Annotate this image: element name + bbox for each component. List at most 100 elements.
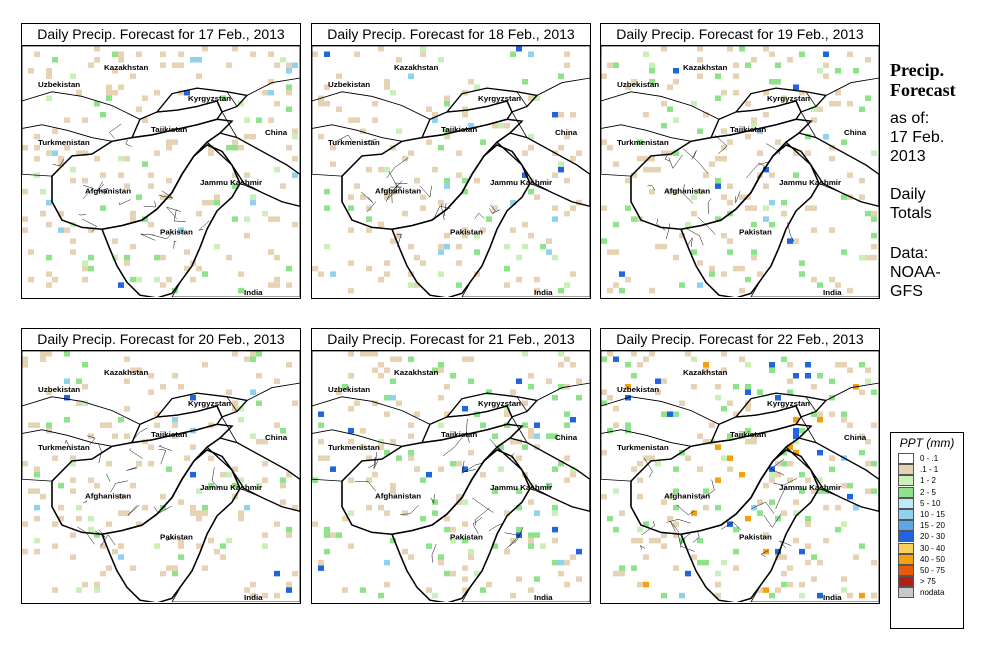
precip-cell	[256, 482, 262, 489]
precip-cell	[534, 276, 540, 283]
precip-cell	[685, 570, 691, 577]
precip-cell	[793, 84, 799, 90]
precip-cell	[232, 216, 238, 222]
precip-cell	[751, 249, 757, 255]
country-boundaries	[22, 351, 300, 602]
precip-cell	[286, 67, 292, 74]
precip-cell	[214, 243, 220, 250]
precip-cell	[396, 232, 402, 239]
precip-cell	[739, 471, 745, 478]
precip-cell	[190, 504, 196, 511]
precip-cell	[564, 210, 570, 217]
precip-cell	[384, 271, 390, 277]
precip-cell	[757, 499, 763, 505]
precip-cell	[444, 515, 450, 522]
province-line	[368, 452, 378, 469]
precip-cell	[817, 416, 823, 423]
legend-swatch	[898, 475, 914, 487]
precip-cell	[348, 405, 354, 412]
precip-cell	[208, 482, 214, 489]
province-line	[442, 433, 466, 457]
precip-cell	[811, 576, 817, 582]
province-line	[773, 478, 798, 486]
precip-cell	[444, 95, 450, 101]
boundary-8	[390, 144, 531, 297]
precip-cell	[280, 499, 286, 505]
precip-cell	[372, 100, 378, 107]
precip-cell	[727, 400, 733, 406]
precip-cell	[637, 139, 643, 145]
precip-cell	[727, 249, 733, 255]
precip-cell	[420, 194, 426, 200]
precip-cell	[154, 89, 160, 96]
precip-cell	[100, 543, 106, 549]
province-line	[665, 223, 670, 240]
province-line	[664, 154, 671, 162]
precip-cell	[46, 422, 52, 428]
precip-cell	[823, 51, 829, 57]
precip-cell	[286, 62, 292, 68]
precip-cell	[438, 243, 444, 250]
precip-cell	[426, 587, 432, 593]
precip-cell	[82, 260, 88, 266]
precip-cell	[667, 84, 673, 90]
precip-cell	[691, 210, 697, 217]
precip-cell	[847, 287, 853, 294]
precip-cell	[172, 416, 178, 423]
precip-cell	[70, 488, 76, 494]
precip-cell	[202, 361, 208, 368]
map-label-jammu_kashmir: Jammu Kashmir	[779, 484, 841, 493]
precip-cell	[40, 188, 46, 195]
precip-cell	[697, 128, 703, 134]
precip-cell	[390, 537, 396, 544]
map-label-uzbekistan: Uzbekistan	[328, 81, 370, 90]
precip-cell	[859, 389, 865, 395]
precip-cell	[444, 570, 450, 577]
precip-cell	[631, 372, 637, 379]
precip-cell	[841, 521, 847, 527]
panel-title: Daily Precip. Forecast for 21 Feb., 2013	[312, 329, 590, 351]
precip-cell	[124, 405, 130, 412]
precip-cell	[160, 570, 166, 577]
province-line	[735, 191, 741, 203]
precip-cell	[805, 515, 811, 522]
precip-cell	[703, 559, 709, 566]
precip-cell	[528, 499, 534, 505]
precip-cell	[384, 394, 390, 401]
precip-cell	[871, 559, 877, 566]
precip-cell	[853, 554, 859, 560]
precip-cell	[28, 276, 34, 283]
precip-cell	[244, 216, 250, 222]
precip-cell	[649, 188, 655, 195]
precip-cell	[46, 73, 52, 79]
precip-cell	[715, 177, 721, 184]
precip-cell	[697, 260, 703, 266]
province-line	[506, 526, 524, 549]
precip-cell	[769, 477, 775, 483]
precip-cell	[106, 422, 112, 428]
precip-cell	[372, 117, 378, 123]
precip-cell	[324, 205, 330, 211]
precip-cell	[474, 177, 480, 184]
legend-swatch	[898, 542, 914, 554]
precip-cell	[691, 249, 697, 255]
precip-cell	[510, 389, 516, 395]
province-line	[691, 150, 697, 160]
precip-cell	[348, 260, 354, 266]
precip-cell	[214, 548, 220, 555]
precip-cell	[829, 466, 835, 472]
precip-cell	[262, 89, 268, 96]
legend-title: PPT (mm)	[899, 436, 955, 450]
precip-cell	[130, 216, 136, 222]
legend-label: 0 - .1	[920, 454, 939, 463]
precip-cell	[118, 543, 124, 549]
precip-cell	[342, 383, 348, 390]
precip-cell	[727, 238, 733, 244]
map-label-tajikistan: Tajikistan	[730, 125, 767, 134]
precip-cell	[52, 455, 58, 461]
precip-cell	[793, 438, 799, 445]
precip-cell	[390, 89, 396, 96]
precip-cell	[136, 367, 142, 373]
precip-cell	[408, 150, 414, 156]
legend-item: .1 - 1	[898, 464, 963, 476]
